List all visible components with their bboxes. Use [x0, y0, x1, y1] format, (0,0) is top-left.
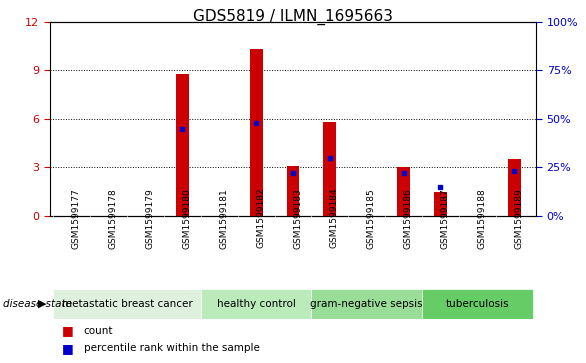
Text: GSM1599184: GSM1599184	[330, 188, 339, 249]
Text: metastatic breast cancer: metastatic breast cancer	[62, 299, 193, 309]
Text: GSM1599183: GSM1599183	[293, 188, 302, 249]
Bar	[397, 167, 410, 216]
Bar	[311, 289, 422, 319]
Text: GSM1599182: GSM1599182	[256, 188, 265, 249]
Text: GSM1599180: GSM1599180	[182, 188, 192, 249]
Text: ■: ■	[62, 324, 73, 337]
Text: ▶: ▶	[38, 299, 47, 309]
Bar	[434, 192, 447, 216]
Text: tuberculosis: tuberculosis	[445, 299, 509, 309]
Text: percentile rank within the sample: percentile rank within the sample	[84, 343, 260, 353]
Bar	[250, 49, 263, 216]
Bar	[323, 122, 336, 216]
Text: GSM1599188: GSM1599188	[477, 188, 486, 249]
Text: healthy control: healthy control	[217, 299, 295, 309]
Bar	[176, 74, 189, 216]
Text: GSM1599181: GSM1599181	[219, 188, 229, 249]
Text: GSM1599185: GSM1599185	[367, 188, 376, 249]
Bar	[507, 159, 520, 216]
Text: GSM1599178: GSM1599178	[109, 188, 118, 249]
Text: GSM1599186: GSM1599186	[404, 188, 413, 249]
Text: GDS5819 / ILMN_1695663: GDS5819 / ILMN_1695663	[193, 9, 393, 25]
Text: GSM1599177: GSM1599177	[72, 188, 81, 249]
Bar	[53, 289, 201, 319]
Bar	[287, 166, 299, 216]
Bar	[422, 289, 533, 319]
Text: gram-negative sepsis: gram-negative sepsis	[311, 299, 423, 309]
Text: GSM1599187: GSM1599187	[441, 188, 449, 249]
Text: GSM1599179: GSM1599179	[145, 188, 155, 249]
Text: ■: ■	[62, 342, 73, 355]
Text: disease state: disease state	[3, 299, 72, 309]
Bar	[201, 289, 311, 319]
Text: GSM1599189: GSM1599189	[514, 188, 523, 249]
Text: count: count	[84, 326, 113, 336]
